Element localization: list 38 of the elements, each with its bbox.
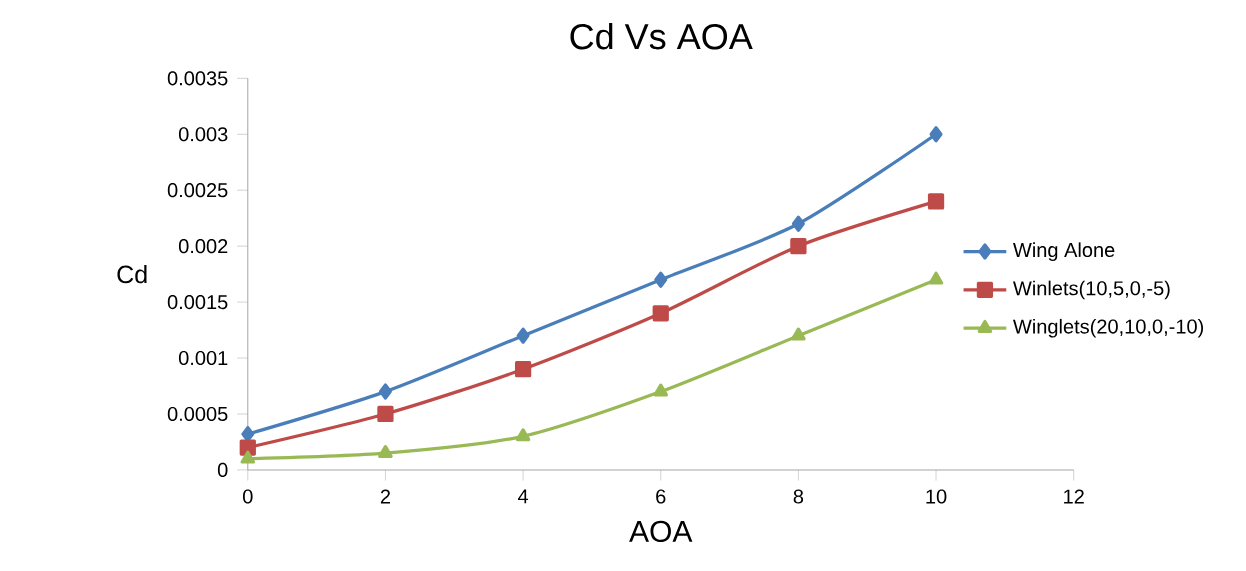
y-tick-label: 0.0015 (167, 295, 228, 310)
point (239, 439, 256, 456)
y-axis-title: Cd (117, 264, 147, 284)
point (791, 215, 805, 232)
point (240, 450, 256, 464)
point (653, 383, 669, 397)
point (927, 193, 945, 210)
x-tick-label: 4 (518, 489, 529, 504)
point (790, 238, 807, 255)
point (791, 327, 806, 341)
x-tick-label: 8 (793, 489, 804, 504)
point (378, 383, 392, 400)
point (654, 271, 668, 288)
point (928, 271, 944, 285)
x-tick-label: 6 (656, 489, 666, 504)
chart-title: Cd Vs AOA (570, 23, 753, 50)
point (515, 428, 531, 442)
x-axis-title: AOA (629, 520, 693, 543)
x-tick-label: 2 (380, 489, 390, 504)
y-tick-label: 0.0035 (167, 71, 228, 86)
y-tick-label: 0.002 (178, 239, 228, 254)
point (378, 445, 393, 459)
point (652, 305, 669, 322)
y-tick-label: 0.003 (178, 127, 228, 142)
legend-label: Winglets(20,10,0,-10) (1013, 318, 1204, 338)
point (516, 327, 530, 344)
y-tick-label: 0.0025 (167, 183, 228, 198)
y-tick-label: 0.001 (178, 350, 228, 366)
x-tick-label: 12 (1064, 489, 1084, 504)
point (514, 361, 532, 378)
legend-label: Winlets(10,5,0,-5) (1013, 280, 1170, 300)
y-tick-label: 0.0005 (167, 406, 228, 422)
point (929, 126, 943, 143)
legend-label: Wing Alone (1013, 242, 1115, 262)
y-tick-label: 0 (217, 462, 228, 477)
x-tick-label: 0 (243, 489, 253, 504)
x-tick-label: 10 (926, 489, 947, 504)
point (377, 405, 394, 423)
